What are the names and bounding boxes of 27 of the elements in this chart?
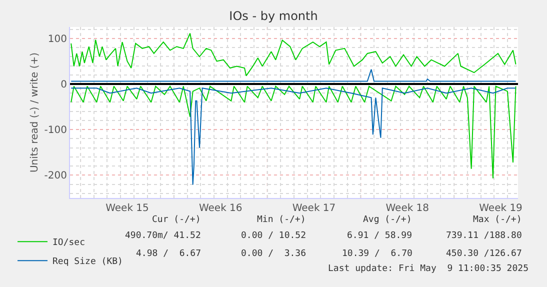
- y-axis-title: Units read (-) / write (+): [29, 52, 40, 173]
- chart-title: IOs - by month: [229, 9, 318, 24]
- legend-label: IO/sec: [52, 238, 86, 248]
- y-tick-label: 100: [48, 34, 67, 45]
- text: 10.39 / 6.70: [342, 249, 412, 259]
- text: Min (-/+): [257, 215, 306, 225]
- text: Max (-/+): [473, 215, 522, 225]
- text: 6.91 / 58.99: [347, 231, 412, 241]
- text: Avg (-/+): [363, 215, 412, 225]
- text: 450.30 /126.67: [446, 249, 522, 259]
- x-tick-label: Week 19: [479, 203, 522, 214]
- text: Cur (-/+): [152, 215, 201, 225]
- x-tick-label: Week 16: [198, 203, 242, 214]
- text: 739.11 /188.80: [446, 231, 522, 241]
- y-tick-label: -200: [44, 170, 67, 182]
- text: 0.00 / 10.52: [241, 231, 306, 241]
- text: 4.98 / 6.67: [136, 249, 202, 259]
- x-tick-label: Week 15: [106, 203, 149, 214]
- legend-label: Req Size (KB): [52, 257, 123, 268]
- y-tick-label: -100: [44, 125, 67, 136]
- line-series: [70, 32, 516, 76]
- y-tick-label: 0: [60, 80, 67, 90]
- text: 490.70m/ 41.52: [125, 231, 201, 241]
- text: Last update: Fri May 9 11:00:35 2025: [328, 264, 528, 274]
- text: 0.00 / 3.36: [241, 249, 306, 259]
- x-tick-label: Week 18: [386, 203, 430, 214]
- x-tick-label: Week 17: [292, 203, 336, 214]
